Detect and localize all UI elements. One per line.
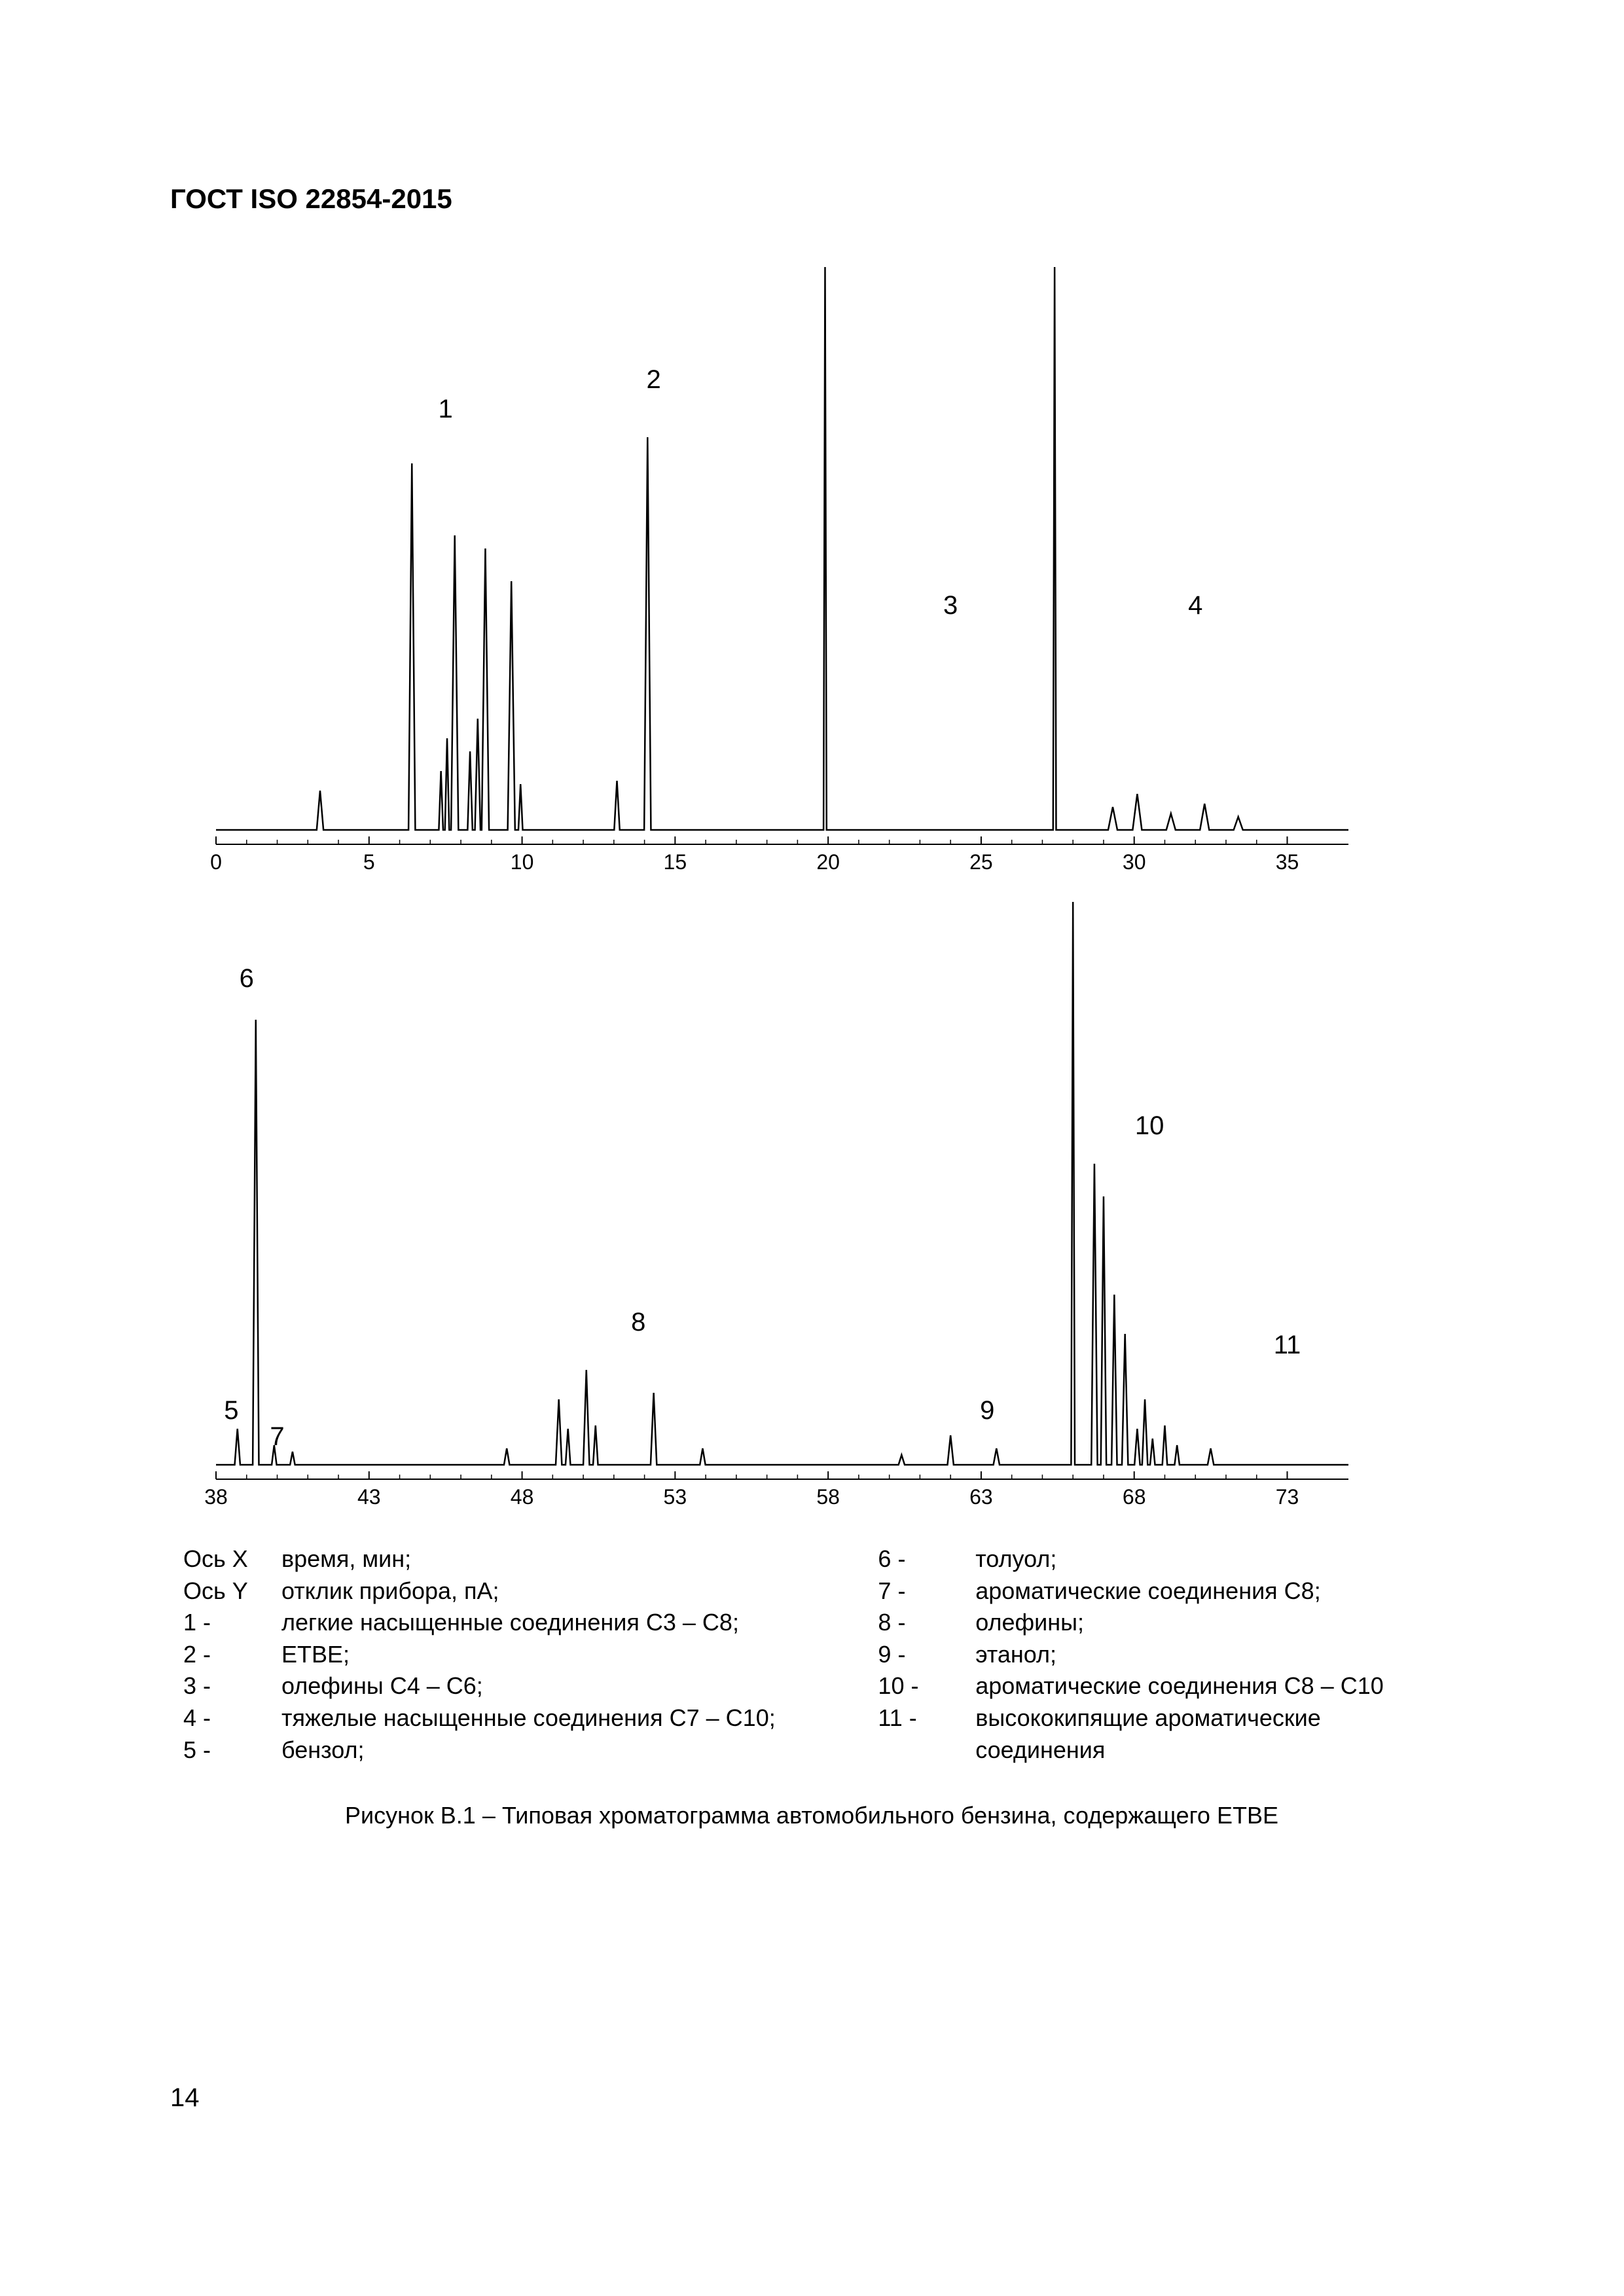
x-tick-label: 63	[969, 1485, 993, 1509]
legend: Ось ХОсь Y1 -2 -3 -4 -5 - время, мин;отк…	[183, 1543, 1453, 1766]
legend-value: ЕТВЕ;	[281, 1639, 776, 1671]
legend-value: время, мин;	[281, 1543, 776, 1575]
peak-annotation: 6	[240, 964, 254, 993]
legend-key: 2 -	[183, 1639, 281, 1671]
peak-annotation: 9	[980, 1396, 994, 1425]
peak-annotation: 4	[1188, 591, 1202, 620]
peak-annotation: 2	[646, 365, 660, 394]
legend-value: отклик прибора, пА;	[281, 1575, 776, 1607]
peak-annotation: 10	[1135, 1111, 1164, 1140]
legend-key: 6 -	[878, 1543, 975, 1575]
x-tick-label: 10	[511, 850, 534, 874]
x-tick-label: 68	[1123, 1485, 1146, 1509]
x-tick-label: 73	[1276, 1485, 1299, 1509]
legend-key: 10 -	[878, 1670, 975, 1702]
legend-value: высококипящие ароматические соединения	[975, 1702, 1453, 1766]
peak-annotation: 11	[1274, 1331, 1301, 1359]
legend-value: бензол;	[281, 1734, 776, 1767]
legend-value: олефины;	[975, 1607, 1453, 1639]
legend-key: 5 -	[183, 1734, 281, 1767]
legend-key: 9 -	[878, 1639, 975, 1671]
x-tick-label: 48	[511, 1485, 534, 1509]
x-tick-label: 35	[1276, 850, 1299, 874]
x-tick-label: 58	[816, 1485, 840, 1509]
legend-key: 1 -	[183, 1607, 281, 1639]
chromatogram-bottom: 38 43 48 53 58 63 68 73 5 6 7 8 9 10 11	[183, 902, 1362, 1524]
legend-value: толуол;	[975, 1543, 1453, 1575]
legend-key: 7 -	[878, 1575, 975, 1607]
x-tick-label: 53	[664, 1485, 687, 1509]
x-tick-label: 20	[816, 850, 840, 874]
figure-caption: Рисунок В.1 – Типовая хроматограмма авто…	[170, 1802, 1453, 1829]
legend-key: 3 -	[183, 1670, 281, 1702]
legend-key: 4 -	[183, 1702, 281, 1734]
legend-key: Ось Х	[183, 1543, 281, 1575]
peak-annotation: 1	[439, 395, 453, 423]
legend-value: ароматические соединения С8;	[975, 1575, 1453, 1607]
document-header: ГОСТ ISO 22854-2015	[170, 183, 1453, 215]
x-tick-label: 38	[204, 1485, 228, 1509]
x-tick-label: 5	[363, 850, 375, 874]
legend-key: Ось Y	[183, 1575, 281, 1607]
x-tick-label: 25	[969, 850, 993, 874]
chromatogram-trace	[216, 902, 1348, 1465]
x-tick-label: 15	[664, 850, 687, 874]
x-tick-label: 30	[1123, 850, 1146, 874]
peak-annotation: 5	[224, 1396, 238, 1425]
x-tick-label: 0	[210, 850, 222, 874]
chromatogram-top: 0 5 10 15 20 25 30 35 1 2 3 4	[183, 267, 1362, 889]
legend-value: этанол;	[975, 1639, 1453, 1671]
legend-value: легкие насыщенные соединения С3 – С8;	[281, 1607, 776, 1639]
legend-key: 8 -	[878, 1607, 975, 1639]
peak-annotation: 3	[943, 591, 958, 620]
x-tick-label: 43	[357, 1485, 381, 1509]
peak-annotation: 7	[270, 1422, 284, 1451]
chromatogram-trace	[216, 267, 1348, 830]
legend-key: 11 -	[878, 1702, 975, 1734]
legend-value: тяжелые насыщенные соединения С7 – С10;	[281, 1702, 776, 1734]
peak-annotation: 8	[631, 1308, 645, 1336]
legend-value: ароматические соединения С8 – С10	[975, 1670, 1453, 1702]
page-number: 14	[170, 2083, 200, 2113]
legend-value: олефины С4 – С6;	[281, 1670, 776, 1702]
